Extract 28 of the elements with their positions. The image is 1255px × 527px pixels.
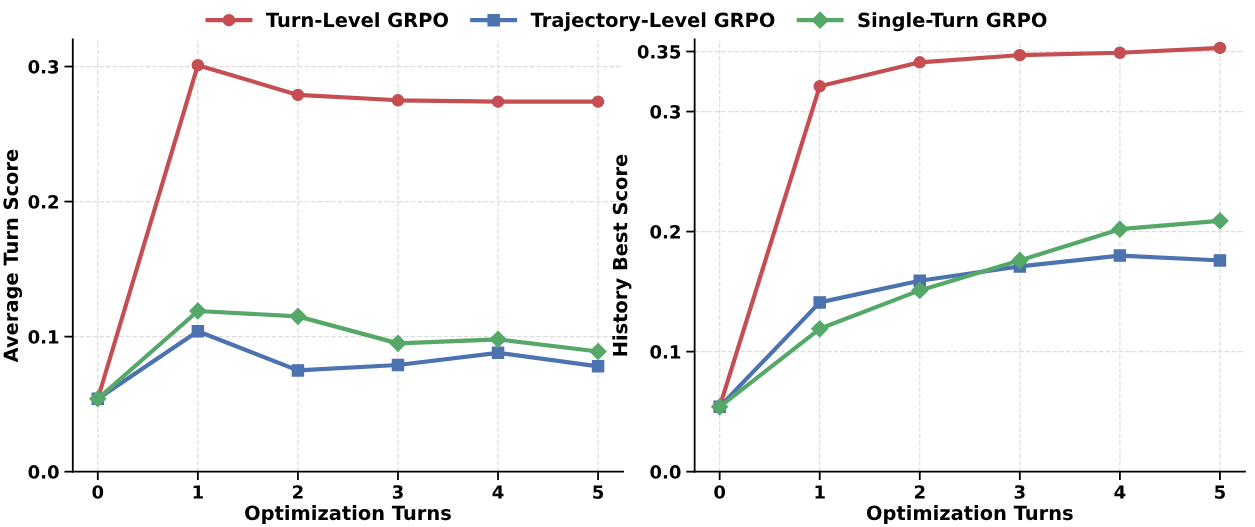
legend-label: Trajectory-Level GRPO bbox=[530, 12, 775, 32]
x-tick-label: 3 bbox=[1014, 485, 1025, 499]
x-tick-label: 3 bbox=[392, 485, 403, 499]
y-tick-label: 0.3 bbox=[28, 59, 59, 74]
x-tick-label: 4 bbox=[1114, 485, 1126, 499]
x-axis-title: Optimization Turns bbox=[245, 505, 451, 524]
y-tick-label: 0.1 bbox=[28, 330, 59, 344]
legend-label: Single-Turn GRPO bbox=[858, 12, 1047, 32]
x-tick-label: 1 bbox=[815, 485, 825, 499]
legend-label: Turn-Level GRPO bbox=[265, 12, 448, 28]
y-axis-title: History Best Score bbox=[612, 154, 632, 356]
x-axis-title: Optimization Turns bbox=[866, 505, 1073, 524]
x-tick-label: 1 bbox=[193, 485, 203, 499]
x-tick-label: 2 bbox=[914, 485, 925, 499]
x-tick-label: 4 bbox=[492, 485, 504, 499]
y-tick-label: 0.2 bbox=[28, 195, 59, 209]
x-tick-label: 0 bbox=[714, 485, 726, 499]
y-tick-label: 0.0 bbox=[650, 465, 681, 479]
y-tick-label: 0.0 bbox=[28, 465, 59, 479]
y-tick-label: 0.3 bbox=[650, 105, 681, 119]
x-tick-label: 5 bbox=[1215, 485, 1225, 499]
x-tick-label: 5 bbox=[593, 485, 604, 499]
y-axis-title: Average Turn Score bbox=[3, 149, 23, 363]
x-tick-label: 2 bbox=[293, 485, 303, 499]
y-tick-label: 0.1 bbox=[650, 345, 681, 359]
x-tick-label: 0 bbox=[92, 485, 104, 499]
y-tick-label: 0.35 bbox=[637, 44, 681, 59]
y-tick-label: 0.2 bbox=[650, 225, 680, 239]
